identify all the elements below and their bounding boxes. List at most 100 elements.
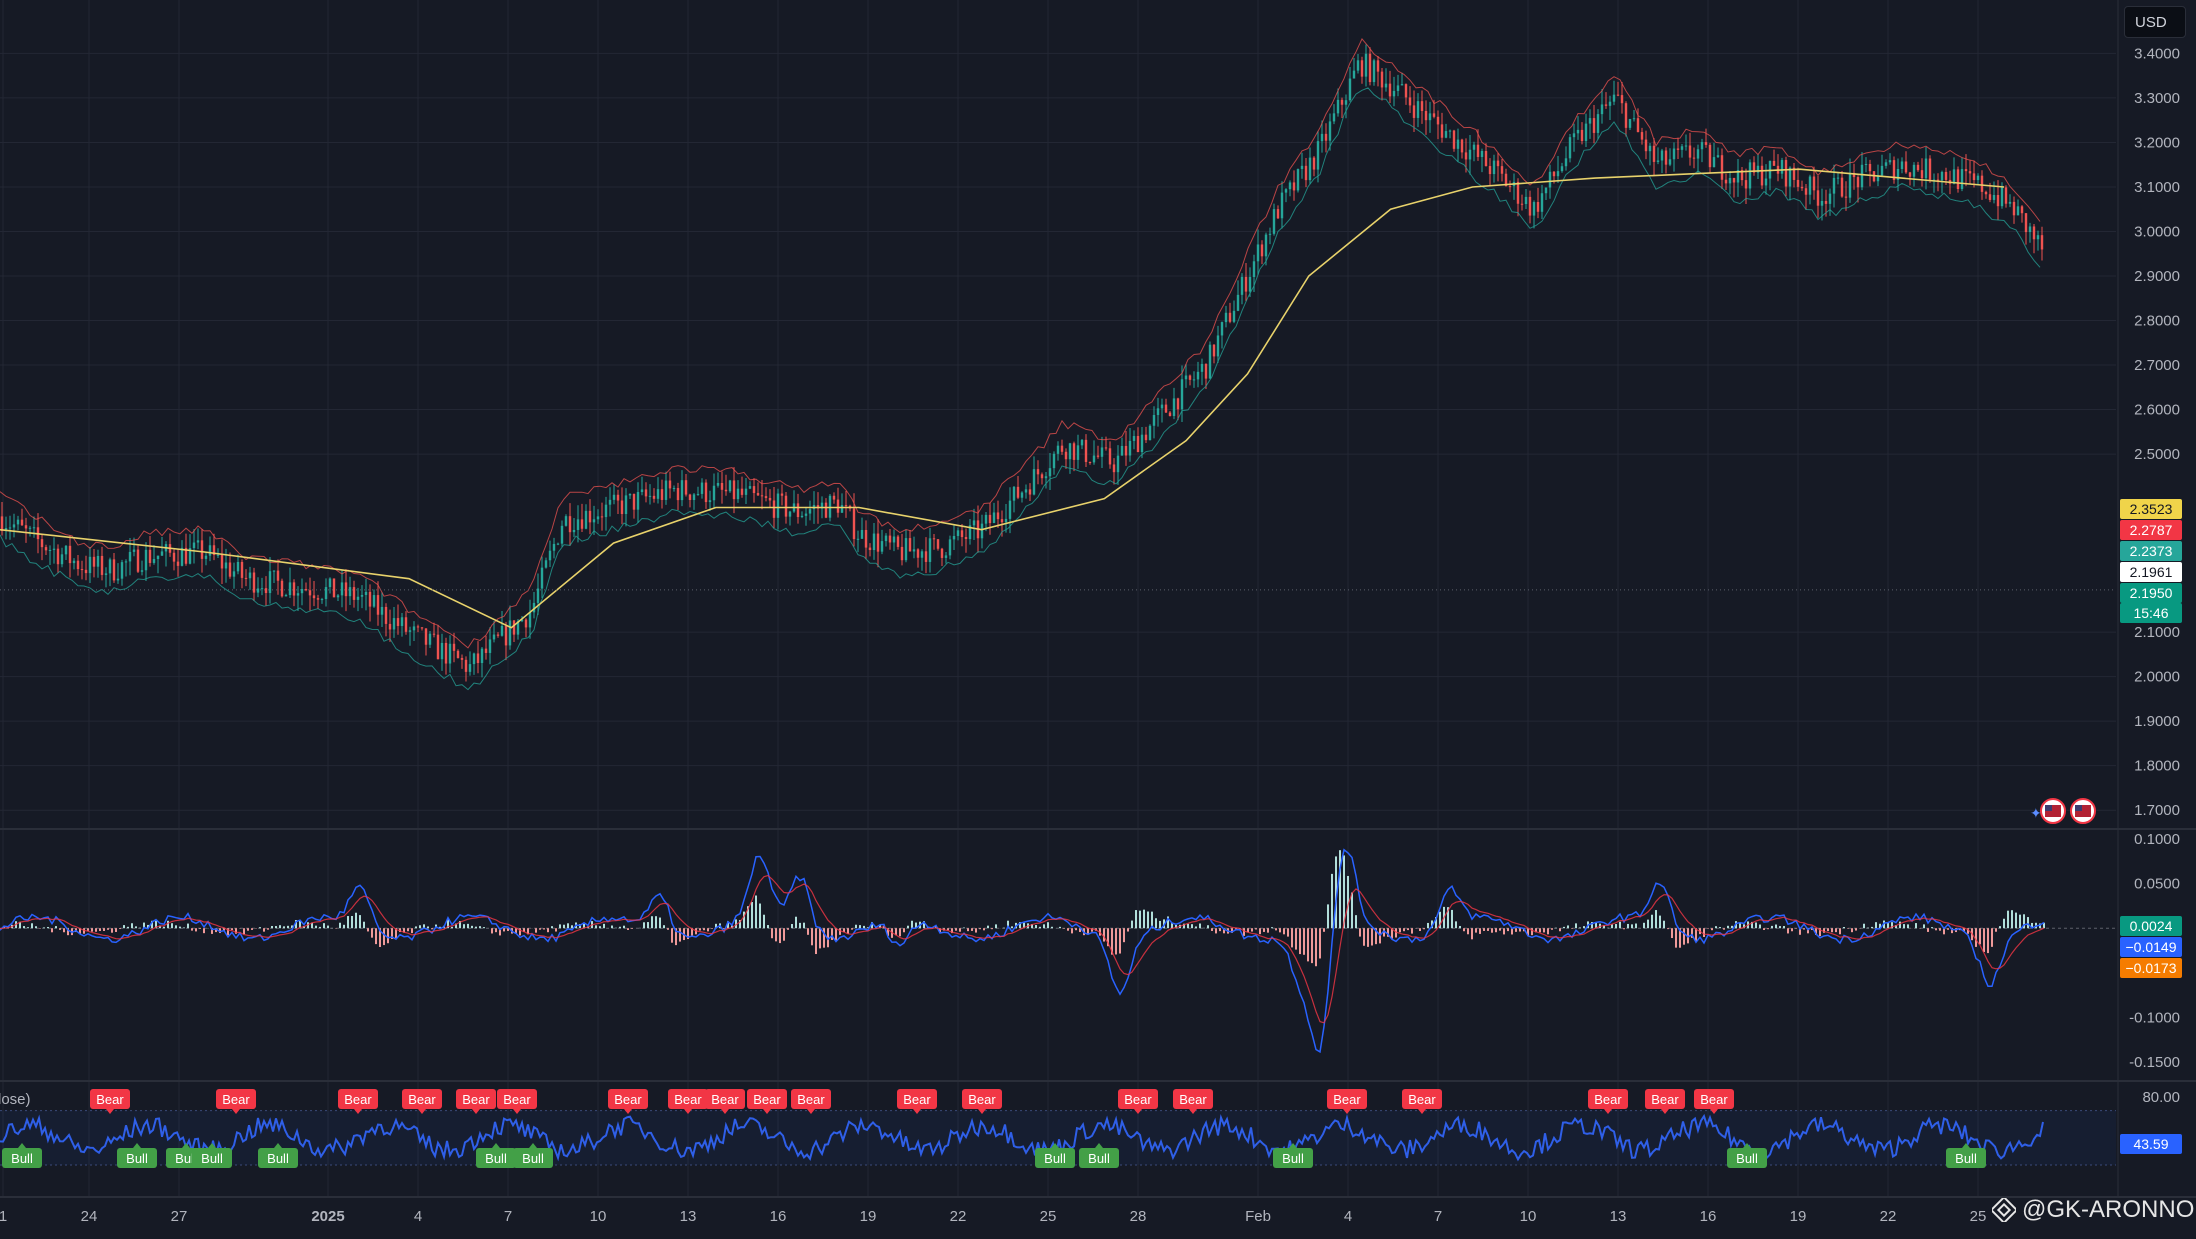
macd-histogram-bar [1627,924,1629,928]
candle-body [1257,244,1259,261]
candle-body [1465,152,1467,159]
candle-body [337,595,339,597]
macd-histogram-bar [231,928,233,930]
time-axis-label: 4 [1344,1208,1352,1225]
candle-body [1113,464,1115,472]
macd-histogram-bar [1503,928,1505,934]
signal-label-text: Bear [1179,1092,1207,1107]
signal-label-text: Bull [1955,1151,1977,1166]
macd-histogram-bar [787,928,789,930]
candle-body [1361,60,1363,76]
macd-histogram-bar [1323,928,1325,932]
macd-histogram-bar [1579,927,1581,928]
candle-body [557,544,559,545]
candle-body [1437,117,1439,125]
macd-value-tag: 0.0024 [2120,916,2182,936]
macd-histogram-bar [1275,928,1277,930]
candle-body [2017,206,2019,215]
candle-body [1717,155,1719,157]
candle-body [353,587,355,600]
price-axis-label: 3.2000 [2134,134,2180,151]
candle-body [1685,146,1687,147]
sparkle-icon: ✦ [2030,805,2042,821]
macd-histogram-bar [799,923,801,928]
candle-body [1177,398,1179,409]
candle-body [937,539,939,549]
rsi-title: lose) [0,1091,31,1108]
macd-histogram-bar [247,928,249,930]
macd-histogram-bar [1543,928,1545,932]
candle-body [773,500,775,517]
candle-body [241,562,243,578]
macd-histogram-bar [963,928,965,929]
rsi-axis-label: 80.00 [2142,1089,2180,1106]
candle-body [177,562,179,566]
candle-body [1593,118,1595,133]
candle-body [1129,441,1131,456]
candle-body [45,547,47,550]
candle-body [493,635,495,640]
candle-body [545,560,547,567]
macd-histogram-bar [347,916,349,928]
macd-histogram-bar [911,921,913,928]
candle-body [293,582,295,595]
macd-histogram-bar [1311,928,1313,963]
candle-body [621,501,623,515]
last-price-tag: 2.1961 [2120,562,2182,582]
macd-histogram-bar [1511,928,1513,934]
signal-label-text: Bear [674,1092,702,1107]
candle-body [785,496,787,517]
candle-body [117,579,119,581]
macd-axis-label: -0.1500 [2129,1054,2180,1071]
candle-body [181,548,183,566]
candle-body [1473,145,1475,150]
candle-body [89,557,91,573]
macd-histogram-bar [1651,915,1653,928]
candle-body [1701,142,1703,149]
macd-histogram-bar [119,928,121,929]
macd-histogram-bar [1067,928,1069,930]
price-axis-label: 3.0000 [2134,223,2180,240]
candle-body [465,660,467,672]
candle-body [889,536,891,543]
signal-label-text: Bear [1700,1092,1728,1107]
candle-body [1945,172,1947,180]
candle-body [273,571,275,572]
candle-body [1345,100,1347,105]
macd-histogram-bar [27,927,29,928]
currency-button[interactable]: USD [2124,6,2186,38]
macd-histogram-bar [1491,928,1493,933]
candle-body [1537,202,1539,212]
candle-body [1377,60,1379,71]
candle-body [325,587,327,599]
candle-body [1857,177,1859,187]
candle-body [1993,195,1995,200]
last-price-tag-text: 2.3523 [2130,501,2173,517]
candle-body [1089,462,1091,463]
candle-body [909,538,911,551]
candle-body [369,592,371,607]
candle-body [121,562,123,579]
rsi-value-tag-text: 43.59 [2133,1136,2168,1152]
signal-label-text: Bear [462,1092,490,1107]
candle-body [525,620,527,628]
signal-label-text: Bear [1124,1092,1152,1107]
candle-body [1529,197,1531,216]
macd-histogram-bar [1707,928,1709,929]
candle-body [1789,168,1791,187]
macd-histogram-bar [1547,928,1549,934]
macd-histogram-bar [503,928,505,931]
candle-body [329,578,331,587]
candle-body [1301,166,1303,169]
macd-histogram-bar [1191,924,1193,928]
candle-body [1485,151,1487,166]
candle-body [397,618,399,626]
candle-body [961,530,963,537]
candle-body [1373,60,1375,82]
candle-body [341,582,343,595]
macd-histogram-bar [1371,928,1373,945]
candle-body [2021,206,2023,213]
price-axis-label: 2.1000 [2134,624,2180,641]
